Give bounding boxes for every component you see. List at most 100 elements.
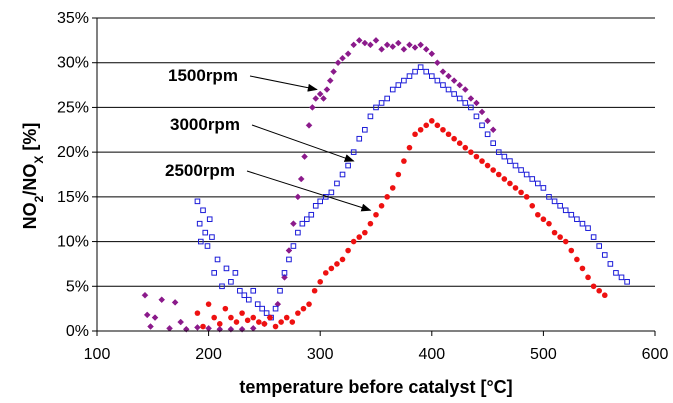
data-point [429,73,435,79]
data-point [468,149,474,155]
y-tick-label: 20% [57,144,89,161]
data-point [214,256,221,263]
data-point [473,153,480,160]
data-point [523,171,530,178]
data-point [568,247,575,254]
data-point [601,252,608,258]
data-point [562,207,569,214]
data-point [250,287,257,294]
data-point [440,82,446,88]
data-point [434,77,441,84]
data-point [289,319,296,325]
data-point [540,216,547,223]
data-point [267,314,273,321]
data-point [450,77,458,84]
data-point [412,131,418,138]
data-point [281,270,288,276]
data-point [204,243,211,249]
data-point [422,45,430,53]
data-point [596,287,602,294]
data-point [261,321,268,327]
data-point [222,305,229,312]
data-point [456,95,463,102]
data-point [473,99,480,107]
data-point [412,68,418,75]
y-tick-label: 30% [57,55,89,72]
data-point [518,189,524,196]
data-point [216,321,223,327]
data-point [395,82,402,88]
data-point [228,314,234,321]
data-point [445,131,452,138]
data-point [350,41,358,49]
data-point [339,256,346,263]
annotations: 1500rpm 3000rpm 2500rpm [165,66,372,212]
data-point [312,203,319,209]
y-tick-label: 0% [66,323,89,340]
data-point [245,296,252,303]
data-point [205,301,212,307]
data-point [339,171,346,178]
data-point [244,317,251,324]
y-tick-label: 25% [57,99,89,116]
axes: 0% 5% 10% 15% 20% 25% 30% 35% 100 200 300 400 500 600 [57,10,668,363]
data-point [417,64,424,70]
data-point [194,324,201,331]
data-series [141,37,630,333]
data-point [439,68,447,76]
data-point [501,153,508,160]
data-point [401,77,407,84]
data-point [166,324,173,332]
data-point [535,211,541,218]
data-point [223,265,230,272]
data-point [317,279,324,285]
data-point [300,305,307,312]
data-point [334,59,342,67]
annotation-arrow-1500rpm [249,75,318,92]
data-point [489,126,497,134]
data-point [529,176,536,182]
y-tick-label: 35% [57,10,89,27]
data-point [495,171,502,178]
data-point [356,234,363,240]
data-point [196,220,203,227]
data-point [551,229,558,236]
data-point [263,310,270,316]
data-point [355,37,363,44]
data-point [241,292,248,299]
data-point [613,270,619,276]
data-point [206,216,213,223]
data-point [579,265,586,272]
data-point [417,41,424,49]
data-point [546,194,552,200]
annotation-label-2500rpm: 2500rpm [165,161,235,180]
data-point [356,135,363,142]
data-point [423,68,430,75]
data-point [259,305,265,312]
data-point [194,310,201,316]
data-point [479,122,485,129]
data-point [200,323,206,330]
data-point [512,185,519,191]
data-point [320,95,327,102]
data-point [456,81,464,89]
data-point [428,50,436,58]
data-point [237,287,243,294]
data-point [601,292,608,299]
data-point [529,203,536,209]
data-point [551,198,558,205]
data-point [345,247,351,254]
data-point [473,113,480,120]
data-point [484,162,491,169]
data-point [228,279,234,285]
data-point [451,135,457,142]
data-point [429,118,435,124]
series-3000rpm [194,64,630,321]
data-point [535,180,541,187]
data-point [495,149,502,155]
data-point [484,117,491,125]
data-point [445,72,452,80]
data-point [305,121,313,129]
data-point [151,314,159,321]
